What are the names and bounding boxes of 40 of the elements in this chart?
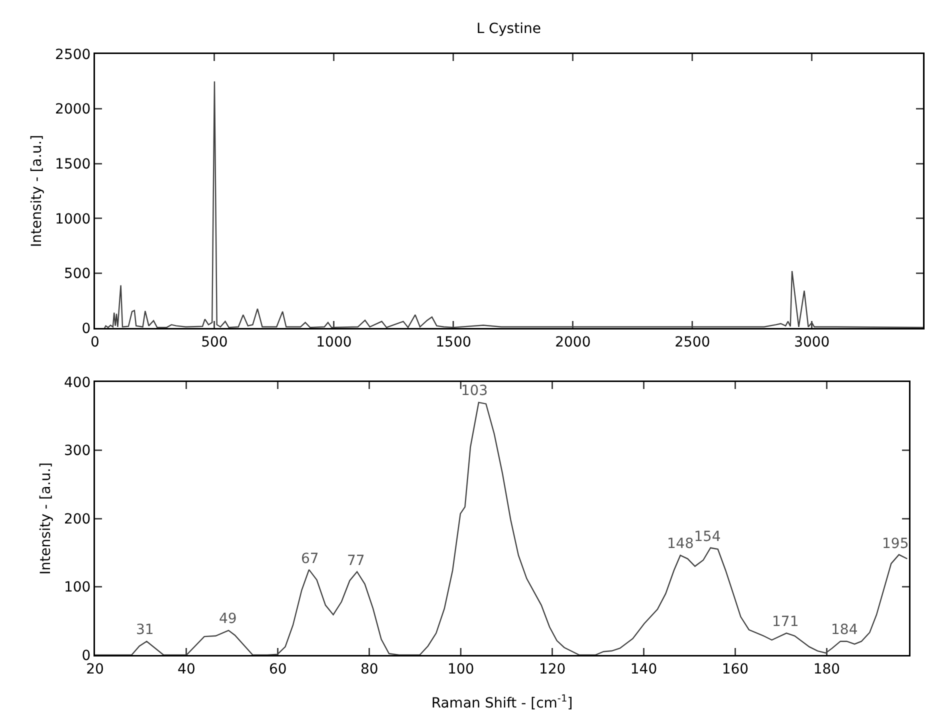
- annotation: 49: [219, 611, 237, 627]
- annotation: 171: [772, 614, 799, 630]
- x-tick-label: 2500: [674, 334, 710, 350]
- x-tick-label: 160: [722, 661, 749, 678]
- x-tick-label: 2000: [555, 334, 591, 350]
- x-tick-label: 120: [538, 661, 566, 678]
- x-tick-label: 60: [269, 661, 287, 678]
- x-tick-label: 20: [86, 661, 104, 678]
- annotation: 77: [347, 553, 365, 569]
- annotation: 67: [301, 551, 319, 567]
- y-tick-label: 0: [82, 320, 91, 337]
- x-axis-title: Raman Shift - [cm$^{-1}$]: [431, 694, 573, 712]
- y-tick-label: 1500: [55, 156, 91, 172]
- y-tick-label: 200: [64, 511, 91, 528]
- x-tick-label: 80: [360, 661, 378, 678]
- x-tick-label: 500: [201, 334, 228, 350]
- annotation: 154: [694, 529, 721, 545]
- x-tick-label: 40: [178, 661, 196, 678]
- y-tick-label: 1000: [55, 211, 91, 228]
- x-tick-label: 100: [447, 661, 474, 678]
- y-tick-label: 2000: [55, 102, 91, 118]
- annotation: 103: [461, 383, 488, 399]
- y-tick-label: 300: [64, 443, 91, 460]
- x-tick-label: 3000: [794, 334, 830, 350]
- x-tick-label: 140: [630, 661, 658, 678]
- y-tick-label: 2500: [55, 46, 91, 63]
- chart-title: L Cystine: [476, 20, 541, 37]
- annotation: 148: [667, 536, 694, 552]
- y-tick-label: 0: [82, 648, 91, 664]
- annotation: 31: [136, 622, 154, 638]
- annotation: 184: [831, 622, 858, 638]
- annotation: 195: [882, 536, 909, 552]
- y-axis-title: Intensity - [a.u.]: [38, 462, 54, 575]
- y-tick-label: 100: [64, 580, 91, 596]
- y-tick-label: 400: [64, 374, 91, 391]
- x-tick-label: 1500: [436, 334, 472, 350]
- y-axis-title: Intensity - [a.u.]: [28, 134, 45, 248]
- x-tick-label: 1000: [316, 334, 352, 350]
- x-tick-label: 180: [813, 661, 840, 678]
- y-tick-label: 500: [64, 266, 91, 282]
